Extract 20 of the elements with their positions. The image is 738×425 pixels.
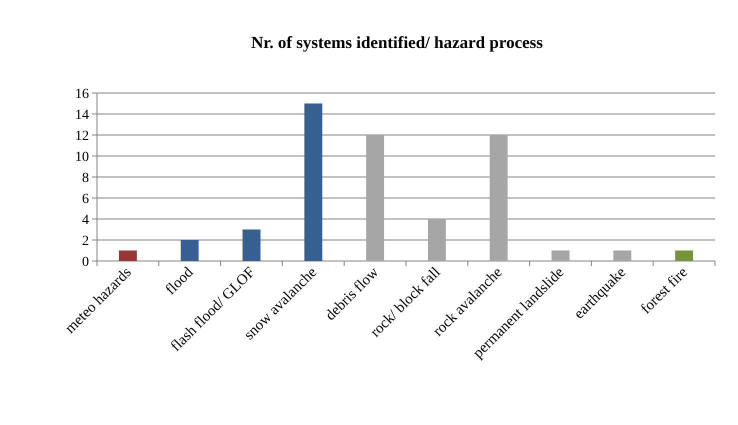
y-tick-label: 14 [75, 108, 89, 123]
bar [118, 250, 137, 261]
y-tick-label: 10 [75, 150, 89, 165]
bar [180, 240, 199, 261]
bar [675, 250, 694, 261]
y-tick-label: 2 [82, 234, 89, 249]
bar [613, 250, 632, 261]
bar [242, 230, 260, 261]
y-tick-label: 12 [75, 128, 89, 144]
y-tick-label: 4 [82, 212, 89, 228]
y-tick-label: 6 [82, 192, 89, 207]
y-tick-label: 0 [82, 254, 89, 270]
bar [552, 250, 570, 261]
bar [366, 135, 384, 261]
bar [304, 104, 322, 261]
chart-title: Nr. of systems identified/ hazard process [251, 33, 544, 52]
bar [428, 219, 446, 261]
bar [490, 135, 508, 261]
y-tick-label: 16 [75, 86, 89, 102]
y-tick-label: 8 [82, 170, 89, 186]
